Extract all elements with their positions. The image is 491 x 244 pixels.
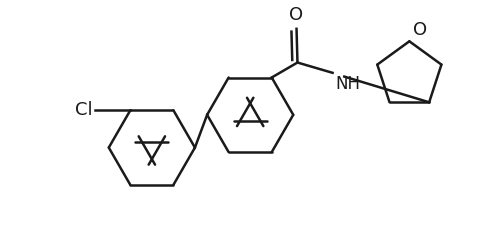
Text: NH: NH <box>335 75 360 93</box>
Text: Cl: Cl <box>75 101 93 119</box>
Text: O: O <box>413 21 427 39</box>
Text: O: O <box>290 6 303 24</box>
